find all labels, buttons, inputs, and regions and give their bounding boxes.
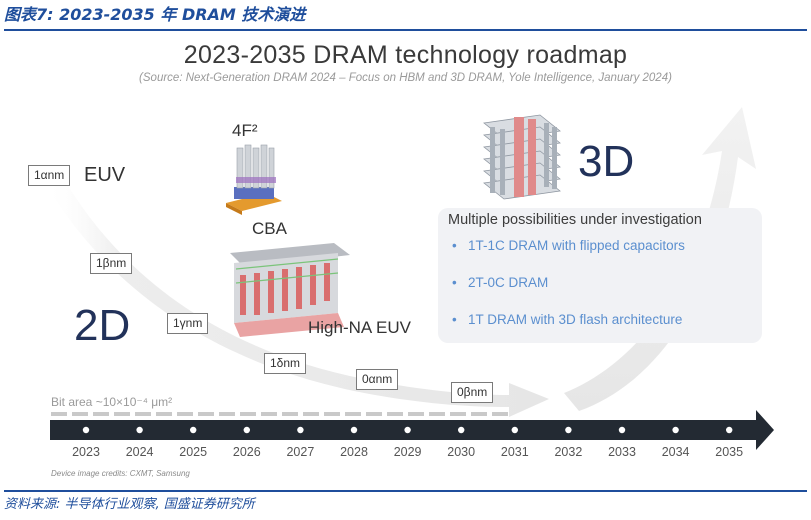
3d-dram-device-image	[483, 114, 561, 200]
cba-label: CBA	[252, 219, 287, 238]
node-tag-1beta: 1βnm	[90, 253, 133, 274]
possibilities-panel: Multiple possibilities under investigati…	[438, 208, 762, 343]
cba-device-image	[230, 243, 350, 337]
timeline-bar	[50, 410, 774, 450]
roadmap-slide: 2023-2035 DRAM technology roadmap (Sourc…	[4, 31, 807, 488]
timeline-year: 2028	[340, 445, 368, 459]
timeline-dot	[190, 426, 197, 434]
figure-caption: 图表7: 2023-2035 年 DRAM 技术演进	[4, 2, 807, 31]
node-tag-1gamma: 1γnm	[167, 313, 209, 334]
timeline-year: 2027	[286, 445, 315, 459]
node-tag-1alpha: 1αnm	[28, 165, 71, 186]
timeline-dot	[243, 426, 250, 434]
4f2-device-image	[226, 144, 282, 215]
timeline-year: 2031	[500, 445, 529, 459]
timeline-dot	[297, 426, 304, 434]
timeline-year: 2026	[232, 445, 261, 459]
timeline-dot	[726, 426, 733, 434]
4f2-label: 4F²	[232, 121, 258, 140]
euv-label: EUV	[84, 164, 126, 186]
timeline-year: 2034	[661, 445, 690, 459]
timeline-year: 2035	[715, 445, 744, 459]
node-tag-1delta: 1δnm	[264, 353, 307, 374]
3d-label: 3D	[578, 137, 635, 186]
figure-caption-text: 图表7: 2023-2035 年 DRAM 技术演进	[4, 5, 306, 24]
bit-area-label: Bit area ~10×10⁻⁴ μm²	[51, 395, 173, 409]
panel-item: • 2T-0C DRAM	[452, 275, 549, 290]
timeline-dot	[672, 426, 679, 434]
source-caption: 资料来源: 半导体行业观察, 国盛证券研究所	[4, 490, 807, 520]
roadmap-graphics	[44, 107, 774, 450]
timeline-year: 2030	[447, 445, 476, 459]
2d-label: 2D	[74, 301, 131, 350]
timeline-year: 2032	[554, 445, 583, 459]
high-na-euv-label: High-NA EUV	[308, 318, 411, 337]
panel-item: • 1T-1C DRAM with flipped capacitors	[452, 238, 685, 253]
panel-heading: Multiple possibilities under investigati…	[448, 212, 702, 228]
timeline-dot	[618, 426, 626, 434]
node-tag-0alpha: 0αnm	[356, 369, 399, 390]
timeline-dot	[458, 426, 465, 434]
image-credits: Device image credits: CXMT, Samsung	[51, 469, 190, 478]
node-tag-0beta: 0βnm	[451, 382, 494, 403]
timeline-dot	[136, 426, 143, 434]
timeline-year: 2023	[72, 445, 100, 459]
panel-item: • 1T DRAM with 3D flash architecture	[452, 312, 683, 327]
timeline-year: 2025	[179, 445, 208, 459]
timeline-year: 2033	[608, 445, 636, 459]
source-caption-text: 资料来源: 半导体行业观察, 国盛证券研究所	[4, 497, 255, 512]
timeline-year: 2029	[393, 445, 422, 459]
slide-title: 2023-2035 DRAM technology roadmap	[183, 41, 628, 69]
timeline-dots	[82, 426, 733, 434]
slide-subtitle: (Source: Next-Generation DRAM 2024 – Foc…	[139, 72, 672, 84]
timeline-dot	[404, 426, 411, 434]
timeline-dot	[82, 426, 90, 434]
timeline-dot	[565, 426, 572, 434]
timeline-dot	[350, 426, 358, 434]
3d-scaling-arrow	[564, 107, 756, 411]
timeline-dot	[511, 426, 518, 434]
timeline-year: 2024	[125, 445, 154, 459]
